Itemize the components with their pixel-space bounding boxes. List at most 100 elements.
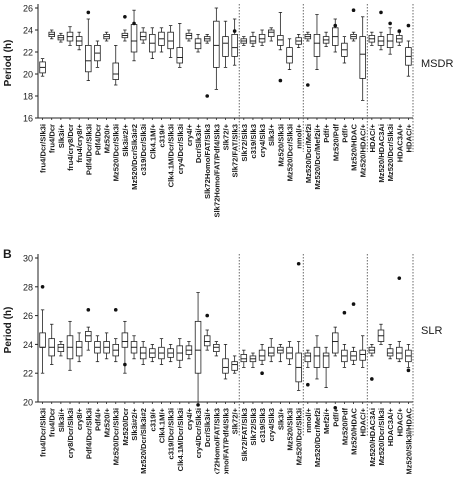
x-tick-label: Slk3/+ [276, 407, 285, 430]
x-tick-label: Slk72/Slk3 [249, 408, 258, 446]
box-16 [176, 338, 184, 368]
box-18 [194, 292, 202, 403]
box-3 [57, 341, 65, 357]
x-tick-label: Clk4.1M/Dcr/Slk3i [176, 408, 185, 471]
x-tick-label: Mz520/HDAC/+ [359, 123, 368, 177]
x-tick-label: Slk3i/+ [57, 407, 66, 432]
outlier-point [232, 29, 237, 33]
x-tick-label: Clk4.1M/+ [148, 123, 157, 159]
box-4 [66, 26, 74, 46]
box-9 [112, 338, 119, 363]
box-19 [203, 329, 211, 351]
outlier-point [86, 308, 91, 312]
condition-label: SLR [421, 325, 442, 337]
panel-b: 20 22 24 26 28 30 Period (h) SLR fru4/Dcr/Slk3i f… [3, 254, 442, 479]
box-38 [377, 323, 385, 345]
x-tick-label: Slk3/+ [267, 123, 276, 146]
x-tick-label: nmol/+ [295, 123, 304, 148]
box-24 [249, 352, 257, 368]
x-tick-label: Slk72Homo/FAT/Slk3 [203, 124, 212, 199]
box-1 [39, 309, 46, 374]
box-28 [286, 341, 293, 365]
box-36 [359, 335, 366, 368]
outlier-point [205, 94, 210, 98]
y-tick-label: 22 [23, 48, 33, 58]
x-tick-label: Slk3i#2/+ [130, 407, 139, 440]
box-10 [121, 320, 129, 374]
x-tick-label: HDAC/+ [404, 123, 413, 152]
box-iqr [121, 332, 129, 348]
box-8 [103, 31, 110, 42]
outlier-point [342, 310, 347, 315]
box-iqr [258, 349, 266, 361]
x-tick-label: fru4/Dcr [48, 408, 57, 437]
x-tick-label: Mz520/Dcr/Mef2i [304, 124, 313, 183]
box-17 [185, 29, 193, 42]
box-30 [304, 31, 312, 42]
box-3 [57, 32, 65, 43]
box-1 [39, 58, 46, 77]
box-11 [130, 335, 138, 360]
outlier-point [306, 83, 310, 87]
box-iqr [267, 346, 275, 357]
x-tick-label: HDAC3A/+ [395, 123, 404, 162]
box-iqr [85, 331, 92, 342]
box-iqr [313, 346, 321, 368]
outlier-point [306, 382, 310, 387]
x-tick-label: Mef2i/+ [322, 407, 331, 434]
box-25 [258, 29, 266, 46]
x-tick-label: Dcr/Slk3i/+ [203, 407, 212, 447]
outlier-point [379, 10, 383, 15]
box-iqr [267, 29, 275, 37]
box-16 [176, 22, 184, 68]
x-tick-label: Mz520/Pdf [331, 124, 340, 162]
box-iqr [240, 354, 248, 363]
box-6 [85, 18, 92, 81]
x-tick-label: Slk72Homo/FAT/Pdf4/Slk3 [212, 124, 221, 218]
box-iqr [176, 47, 184, 64]
outlier-point [205, 313, 210, 318]
x-tick-label: Slk3i/+ [57, 123, 66, 148]
box-34 [341, 36, 348, 64]
box-37 [368, 31, 376, 46]
x-tick-label: Mz520/HDAC [350, 407, 359, 454]
box-40 [396, 341, 403, 363]
x-tick-label: Mz520/+ [103, 123, 112, 153]
box-32 [322, 31, 330, 47]
y-tick-label: 26 [23, 311, 33, 321]
outlier-point [86, 10, 91, 15]
y-tick-label: 16 [23, 114, 33, 124]
x-tick-label: Mz520/HDAC [350, 123, 359, 170]
box-iqr [231, 34, 238, 57]
x-tick-label: fru4/cry8/+ [75, 123, 84, 162]
outlier-point [333, 23, 338, 28]
outlier-point [296, 261, 301, 266]
outlier-point [397, 29, 402, 33]
y-tick-label: 18 [23, 92, 33, 102]
outlier-point [351, 302, 356, 306]
box-33 [332, 326, 339, 357]
box-iqr [194, 38, 202, 50]
x-tick-label: cry4/Slk3 [267, 408, 276, 441]
x-tick-label: Slk72/+ [222, 123, 231, 150]
x-tick-label: cry4/+ [185, 407, 194, 430]
x-tick-label: fru4/Dcr/Slk3i [39, 124, 48, 173]
x-tick-label: Pdf4/Dcr [93, 124, 102, 155]
box-32 [322, 346, 330, 389]
x-tick-label: Dcr/Slk3i/+ [194, 123, 203, 163]
x-tick-label: fru4/Dcr/Slk3i [39, 408, 48, 457]
x-tick-label: c319/+ [157, 123, 166, 147]
x-tick-label: Mz520/HDAC3Ai [377, 124, 386, 183]
box-22 [231, 18, 238, 66]
x-tick-label: Pdf4/+ [93, 407, 102, 431]
x-tick-label: Slk72/+ [231, 407, 240, 434]
box-7 [94, 40, 101, 68]
box-35 [350, 31, 357, 42]
y-tick-label: 26 [23, 4, 33, 14]
x-tick-label: Mz520/Dcr/Slk3i [377, 408, 386, 465]
box-iqr [139, 31, 147, 41]
x-tick-label: cry4/+ [185, 123, 194, 146]
box-15 [167, 343, 174, 363]
box-iqr [130, 24, 138, 53]
